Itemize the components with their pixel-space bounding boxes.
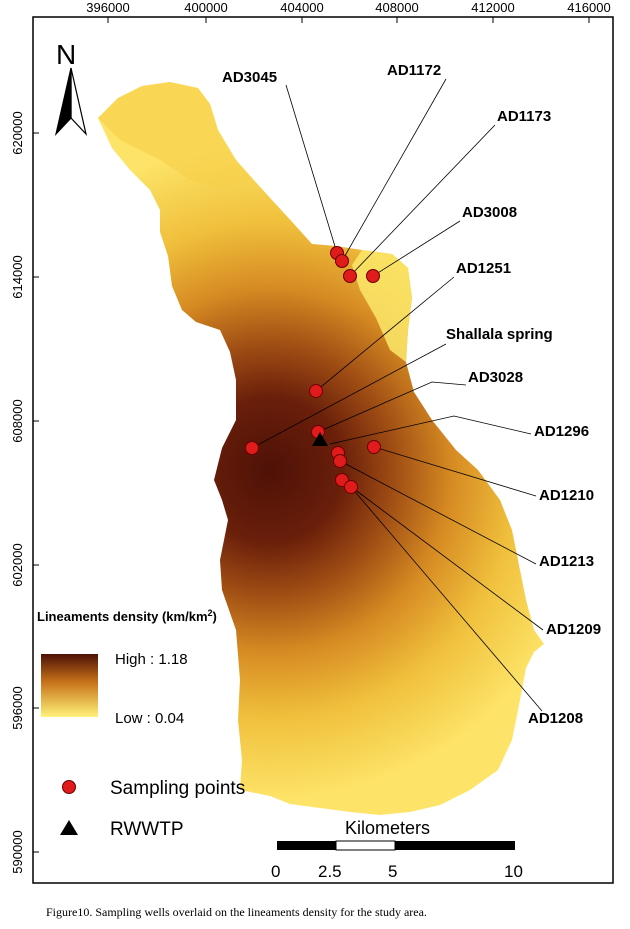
legend-sampling-marker [62, 780, 76, 794]
well-label: AD1172 [387, 62, 441, 79]
well-label: Shallala spring [446, 326, 553, 343]
well-label: AD1251 [456, 260, 511, 277]
legend: Lineaments density (km/km2) High : 1.18 … [37, 608, 245, 840]
scale-bar: Kilometers 0 2.5 5 10 [271, 818, 523, 881]
well-label: AD1296 [534, 423, 589, 440]
legend-high: High : 1.18 [115, 651, 188, 668]
figure-caption: Figure10. Sampling wells overlaid on the… [46, 905, 427, 919]
scale-title: Kilometers [345, 818, 430, 838]
x-tick-label: 408000 [375, 0, 418, 15]
x-tick-label: 404000 [280, 0, 323, 15]
north-arrow-icon: N [54, 39, 88, 137]
well-label: AD1213 [539, 553, 594, 570]
legend-rwwtp-marker [60, 820, 78, 835]
y-tick-label: 590000 [10, 830, 25, 873]
rwwtp-marker[interactable] [312, 432, 328, 446]
leader-line [349, 124, 496, 277]
legend-color-ramp [41, 654, 98, 717]
legend-rwwtp-label: RWWTP [110, 819, 184, 840]
scale-tick-5: 5 [388, 862, 397, 881]
x-tick-label: 400000 [184, 0, 227, 15]
sampling-point[interactable] [309, 384, 323, 398]
sampling-point[interactable] [333, 454, 347, 468]
well-label: AD1209 [546, 621, 601, 638]
leader-line [285, 84, 338, 254]
scale-tick-2-5: 2.5 [318, 862, 342, 881]
leader-line [339, 460, 537, 565]
sampling-point[interactable] [367, 440, 381, 454]
y-tick-label: 608000 [10, 399, 25, 442]
well-label: AD1173 [497, 108, 551, 125]
sample-points [245, 246, 381, 494]
leader-line [341, 78, 447, 262]
x-tick-label: 412000 [471, 0, 514, 15]
study-area [98, 82, 544, 815]
low-density-zone [98, 82, 252, 190]
well-label: AD3008 [462, 204, 517, 221]
leader-line [315, 276, 455, 392]
leader-line [251, 343, 447, 449]
y-tick-label: 614000 [10, 255, 25, 298]
well-labels: AD3045 AD1172 AD1173 AD3008 AD1251 Shallala s… [222, 62, 601, 727]
y-tick-label: 602000 [10, 543, 25, 586]
sampling-point[interactable] [245, 441, 259, 455]
axis-ticks: 396000 400000 404000 408000 412000 416000 6200… [10, 0, 611, 874]
scale-tick-10: 10 [504, 862, 523, 881]
sampling-point[interactable] [366, 269, 380, 283]
well-label: AD1210 [539, 487, 594, 504]
leader-lines [251, 78, 544, 712]
legend-low: Low : 0.04 [115, 710, 184, 727]
sampling-point[interactable] [343, 269, 357, 283]
legend-sampling-label: Sampling points [110, 778, 245, 799]
x-tick-label: 416000 [567, 0, 610, 15]
legend-title: Lineaments density (km/km2) [37, 608, 217, 624]
well-label: AD1208 [528, 710, 583, 727]
sampling-point[interactable] [335, 254, 349, 268]
leader-line [341, 479, 544, 631]
scale-tick-0: 0 [271, 862, 280, 881]
leader-line [350, 486, 543, 712]
leader-line [372, 220, 461, 277]
y-tick-label: 620000 [10, 111, 25, 154]
well-label: AD3028 [468, 369, 523, 386]
leader-line [373, 446, 537, 497]
well-label: AD3045 [222, 69, 277, 86]
y-tick-label: 596000 [10, 686, 25, 729]
x-tick-label: 396000 [86, 0, 129, 15]
sampling-point[interactable] [344, 480, 358, 494]
leader-line [317, 381, 467, 433]
north-label: N [56, 39, 76, 70]
leader-line [329, 415, 532, 445]
